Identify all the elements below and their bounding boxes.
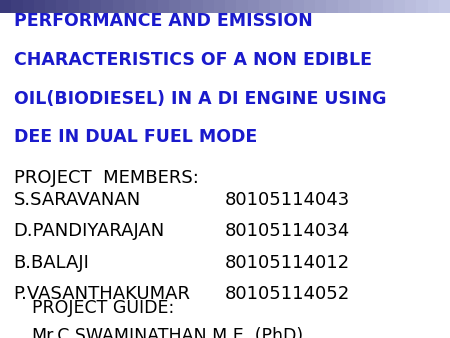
Bar [202, 0, 214, 13]
Bar [112, 0, 124, 13]
Bar [225, 0, 236, 13]
Bar [281, 0, 292, 13]
Text: Mr.C.SWAMINATHAN,M.E.,(PhD).,: Mr.C.SWAMINATHAN,M.E.,(PhD)., [32, 327, 315, 338]
Bar [416, 0, 427, 13]
Bar [439, 0, 450, 13]
Text: 80105114012: 80105114012 [225, 254, 350, 272]
Bar [45, 0, 56, 13]
Bar [259, 0, 270, 13]
Bar [68, 0, 79, 13]
Text: 80105114052: 80105114052 [225, 285, 350, 303]
Bar [158, 0, 169, 13]
Text: S.SARAVANAN: S.SARAVANAN [14, 191, 141, 209]
Text: 80105114043: 80105114043 [225, 191, 350, 209]
Bar [405, 0, 416, 13]
Bar [315, 0, 326, 13]
Bar [360, 0, 371, 13]
Bar [326, 0, 338, 13]
Bar [248, 0, 259, 13]
Bar [34, 0, 45, 13]
Bar [382, 0, 394, 13]
Bar [22, 0, 34, 13]
Text: 80105114034: 80105114034 [225, 222, 350, 240]
Bar [292, 0, 304, 13]
Bar [304, 0, 315, 13]
Bar [191, 0, 202, 13]
Text: PROJECT GUIDE:: PROJECT GUIDE: [32, 299, 174, 317]
Bar [0, 0, 11, 13]
Bar [214, 0, 225, 13]
Bar [90, 0, 101, 13]
Bar [124, 0, 135, 13]
Bar [270, 0, 281, 13]
Bar [349, 0, 360, 13]
Bar [79, 0, 90, 13]
Bar [394, 0, 405, 13]
Bar [11, 0, 22, 13]
Bar [56, 0, 68, 13]
Bar [180, 0, 191, 13]
Bar [428, 0, 439, 13]
Bar [101, 0, 112, 13]
Bar [371, 0, 382, 13]
Text: P.VASANTHAKUMAR: P.VASANTHAKUMAR [14, 285, 190, 303]
Bar [338, 0, 349, 13]
Text: CHARACTERISTICS OF A NON EDIBLE: CHARACTERISTICS OF A NON EDIBLE [14, 51, 372, 69]
Bar [236, 0, 248, 13]
Text: OIL(BIODIESEL) IN A DI ENGINE USING: OIL(BIODIESEL) IN A DI ENGINE USING [14, 90, 386, 107]
Text: PERFORMANCE AND EMISSION: PERFORMANCE AND EMISSION [14, 12, 312, 30]
Text: D.PANDIYARAJAN: D.PANDIYARAJAN [14, 222, 165, 240]
Text: DEE IN DUAL FUEL MODE: DEE IN DUAL FUEL MODE [14, 128, 257, 146]
Bar [146, 0, 158, 13]
Bar [135, 0, 146, 13]
Text: PROJECT  MEMBERS:: PROJECT MEMBERS: [14, 169, 198, 187]
Text: B.BALAJI: B.BALAJI [14, 254, 90, 272]
Bar [169, 0, 180, 13]
